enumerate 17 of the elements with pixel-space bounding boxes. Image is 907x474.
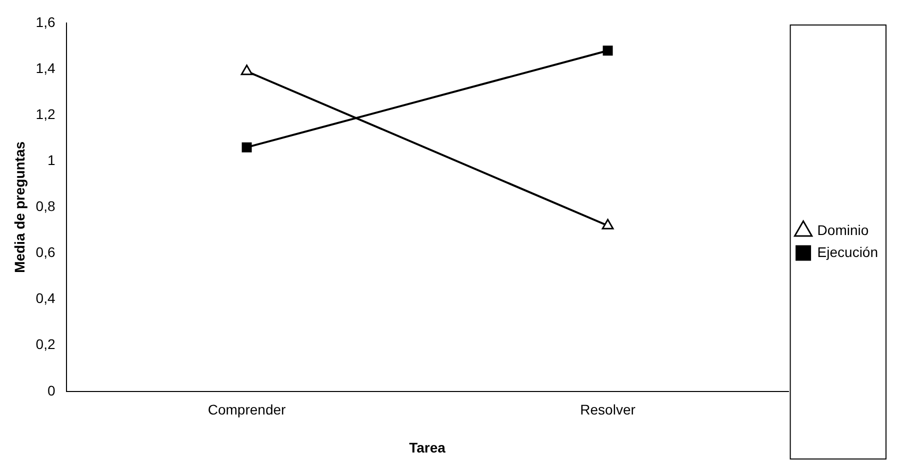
point: [602, 46, 613, 56]
x-axis-title: Tarea: [409, 439, 446, 456]
legend-label: Ejecución: [817, 244, 878, 260]
x-tick-label: Resolver: [580, 402, 636, 418]
y-axis-title: Media de preguntas: [11, 141, 28, 273]
x-tick-label: Comprender: [208, 402, 286, 418]
y-tick-label: 1,6: [36, 14, 56, 30]
legend-label: Dominio: [817, 222, 869, 238]
y-tick-label: 0,2: [36, 336, 56, 352]
y-tick-label: 0,4: [36, 290, 56, 306]
y-tick-label: 1,2: [36, 106, 56, 122]
y-tick-label: 0,6: [36, 244, 56, 260]
y-tick-label: 1: [47, 152, 56, 168]
y-tick-label: 1,4: [36, 60, 56, 76]
y-tick-label: 0: [47, 382, 56, 398]
point: [242, 142, 252, 152]
y-tick-label: 0,8: [36, 198, 56, 214]
